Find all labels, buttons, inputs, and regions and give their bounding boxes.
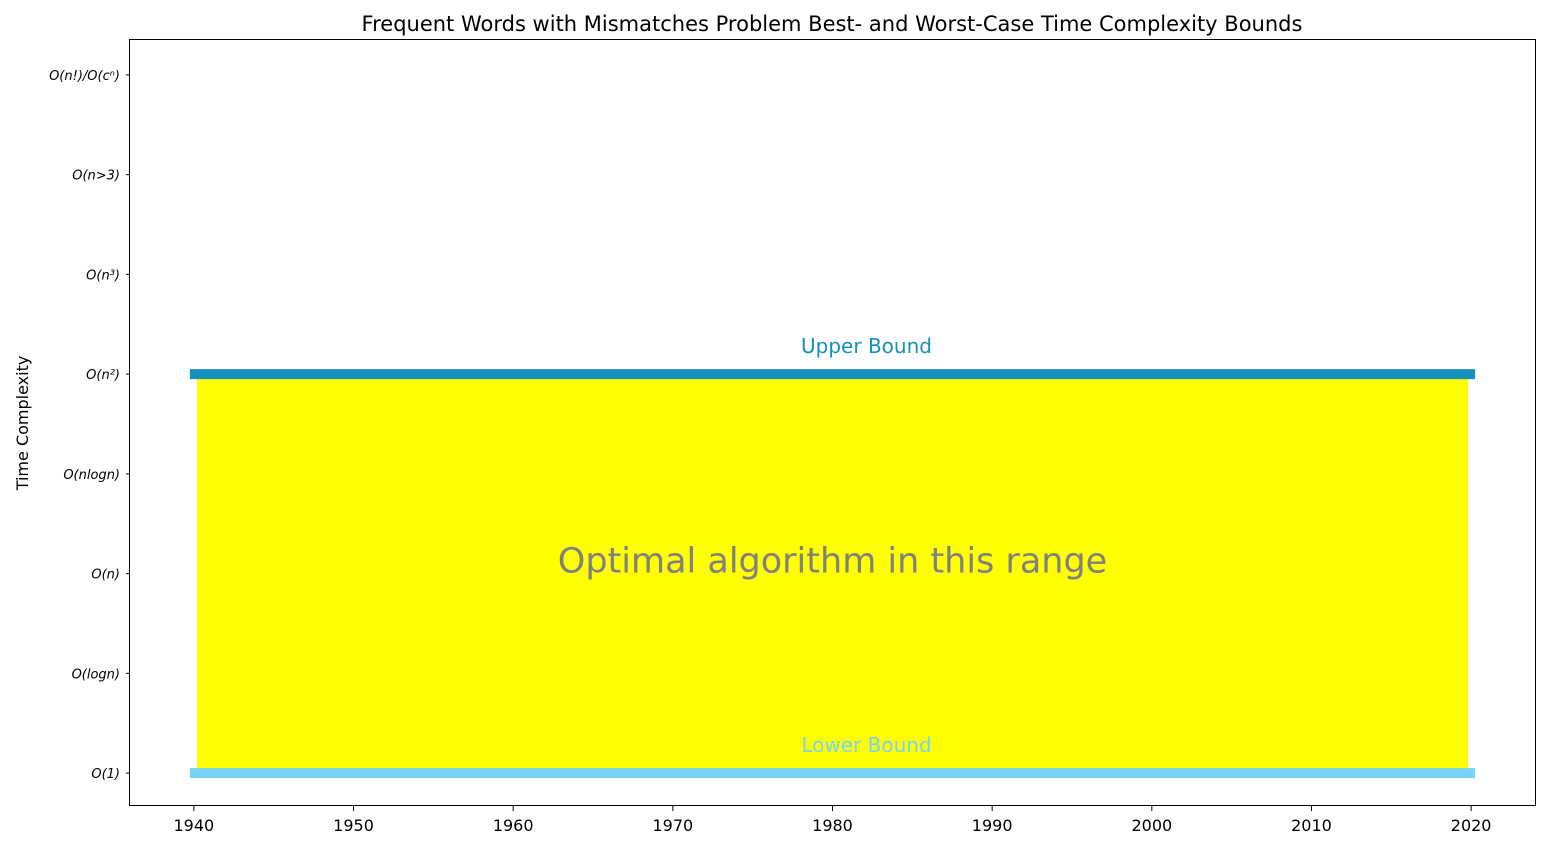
chart-title: Frequent Words with Mismatches Problem B… [362,12,1303,36]
x-tick-label: 1980 [812,816,853,835]
x-tick-label: 1950 [333,816,374,835]
x-tick-label: 2010 [1291,816,1332,835]
lower-bound-bar [189,768,1476,779]
y-tick-label: O(n²) [86,368,120,383]
x-axis-ticks: 1940 1950 1960 1970 1980 1990 2000 2010 2020 [174,806,1492,835]
x-tick-label: 1970 [652,816,693,835]
upper-bound-label: Upper Bound [801,334,932,358]
x-tick-label: 2000 [1131,816,1172,835]
y-tick-label: O(n) [91,568,120,583]
plot-frame [129,39,1536,806]
y-tick-label: O(n³) [86,268,120,283]
y-tick-label: O(n>3) [72,169,120,184]
x-tick-label: 1940 [174,816,215,835]
y-tick-label: O(n!)/O(cⁿ) [49,69,120,84]
y-axis-label: Time Complexity [13,356,32,492]
y-axis-ticks: O(1) O(logn) O(n) O(nlogn) O(n²) O(n³) O(n>3) O… [49,69,130,782]
x-tick-label: 1990 [972,816,1013,835]
y-tick-label: O(1) [91,767,120,782]
lower-bound-label: Lower Bound [801,733,931,757]
plot-area: Upper Bound Lower Bound Optimal algorithm … [189,334,1476,779]
y-tick-label: O(logn) [72,667,120,682]
x-tick-label: 2020 [1451,816,1492,835]
optimal-region [196,374,1469,774]
upper-bound-bar [189,369,1476,380]
x-tick-label: 1960 [493,816,534,835]
y-tick-label: O(nlogn) [63,468,120,483]
optimal-region-label: Optimal algorithm in this range [558,542,1107,582]
